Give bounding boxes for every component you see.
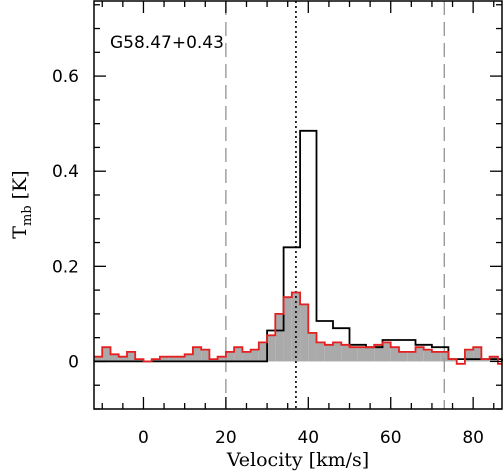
fill-bin: [242, 351, 251, 362]
fill-bin: [94, 356, 103, 362]
fill-bin: [126, 351, 136, 362]
fill-bin: [357, 347, 366, 362]
y-tick-label: 0: [68, 352, 79, 372]
fill-bin: [225, 351, 235, 362]
fill-bin: [135, 359, 144, 362]
fill-bin: [448, 359, 457, 362]
fill-bin: [431, 351, 441, 362]
fill-bin: [349, 347, 358, 362]
fill-bin: [159, 356, 169, 362]
x-tick-label: 60: [380, 428, 402, 448]
fill-bin: [275, 313, 284, 362]
y-axis-label-main: T: [9, 226, 31, 239]
x-tick-label: 20: [215, 428, 237, 448]
fill-bin: [390, 347, 399, 362]
y-axis-label-sub: mb: [20, 205, 35, 226]
x-tick-label: 80: [462, 428, 484, 448]
y-axis-label-unit: [K]: [9, 170, 31, 199]
fill-bin: [423, 349, 432, 362]
fill-bin: [176, 356, 185, 362]
fill-bin: [201, 349, 210, 362]
y-tick-label: 0.4: [52, 162, 79, 182]
source-label: G58.47+0.43: [110, 33, 224, 53]
fill-bin: [234, 347, 243, 362]
fill-bin: [168, 356, 177, 362]
axis-ticks: 0 20 40 60 80 0 0.2 0.4 0.6: [52, 1, 502, 448]
fill-bin: [118, 356, 127, 362]
fill-bin: [283, 297, 292, 362]
plot-frame: [93, 0, 503, 410]
fill-bin: [267, 335, 276, 362]
fill-bin: [250, 349, 259, 362]
x-tick-label: 0: [138, 428, 149, 448]
reference-lines: [225, 1, 446, 409]
fill-bin: [209, 359, 218, 362]
fill-bin: [102, 347, 111, 362]
fill-bin: [473, 347, 482, 362]
fill-bin: [333, 342, 342, 362]
fill-bin: [415, 347, 424, 362]
fill-bin: [464, 349, 474, 362]
series-line-1: [94, 291, 502, 365]
fill-bin: [300, 304, 309, 362]
fill-bin: [184, 354, 193, 362]
x-axis-label: Velocity [km/s]: [226, 449, 369, 471]
fill-bin: [481, 359, 490, 362]
y-tick-label: 0.6: [52, 67, 79, 87]
fill-bin: [258, 342, 268, 362]
fill-bin: [366, 347, 375, 362]
fill-bin: [374, 344, 383, 362]
fill-bin: [382, 342, 391, 362]
shaded-emission-region: [94, 292, 498, 362]
fill-bin: [316, 342, 325, 362]
fill-bin: [440, 351, 449, 362]
fill-bin: [308, 332, 317, 362]
fill-bin: [407, 351, 416, 362]
x-tick-label: 40: [297, 428, 319, 448]
fill-bin: [341, 344, 350, 362]
y-tick-label: 0.2: [52, 257, 79, 277]
svg-text:Tmb[K]: Tmb [K]: [9, 170, 35, 238]
series-lines: [94, 129, 503, 365]
fill-bin: [192, 347, 202, 362]
fill-bin: [324, 344, 334, 362]
fill-bin: [398, 351, 408, 362]
fill-bin: [110, 354, 119, 362]
fill-bin: [217, 356, 226, 362]
fill-bin: [151, 359, 160, 362]
y-axis-label: Tmb [K]: [9, 170, 35, 238]
